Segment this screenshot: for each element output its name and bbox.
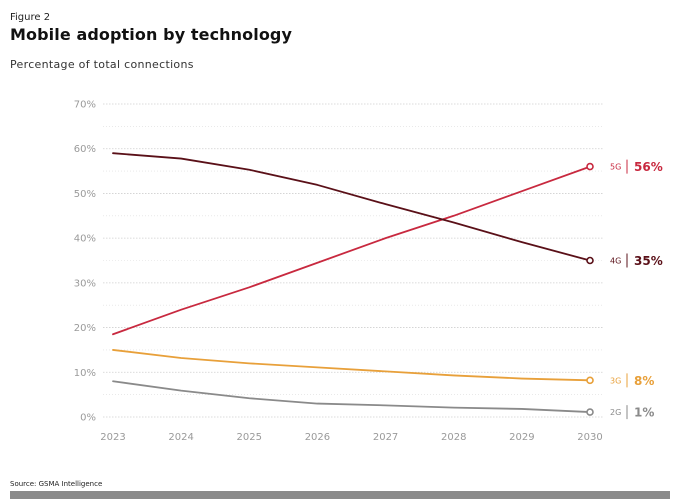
- x-tick-label: 2028: [441, 432, 466, 443]
- end-marker-2g: [586, 408, 594, 416]
- line-chart: 0% 10% 20% 30% 40% 50% 60% 70% 2023 2024 2025 2026 2…: [74, 100, 663, 444]
- x-tick-label: 2030: [577, 432, 602, 443]
- series-line-4g: [112, 152, 591, 262]
- end-marker-5g: [586, 162, 594, 171]
- chart-subtitle: Percentage of total connections: [10, 58, 194, 71]
- x-tick-label: 2029: [509, 432, 534, 443]
- end-marker-4g: [586, 256, 594, 265]
- x-tick-label: 2024: [168, 432, 193, 443]
- series-label-5g: 5G: [610, 163, 621, 172]
- end-value-3g: 8%: [634, 374, 654, 388]
- series-label-3g: 3G: [610, 376, 621, 385]
- series-line-2g: [112, 380, 591, 413]
- figure-label: Figure 2: [10, 12, 51, 23]
- source-note: Source: GSMA Intelligence: [10, 480, 103, 488]
- y-tick-label: 70%: [74, 100, 96, 111]
- end-value-5g: 56%: [634, 160, 663, 174]
- series-label-2g: 2G: [610, 408, 621, 417]
- x-tick-label: 2023: [100, 432, 125, 443]
- y-tick-label: 20%: [74, 323, 96, 334]
- x-tick-label: 2025: [237, 432, 262, 443]
- y-tick-label: 60%: [74, 144, 96, 155]
- end-marker-3g: [586, 376, 594, 385]
- x-tick-label: 2026: [305, 432, 330, 443]
- end-value-4g: 35%: [634, 254, 663, 268]
- y-tick-label: 50%: [74, 189, 96, 200]
- y-tick-label: 30%: [74, 278, 96, 289]
- series-line-5g: [112, 165, 591, 336]
- y-tick-label: 40%: [74, 234, 96, 245]
- y-tick-label: 10%: [74, 368, 96, 379]
- end-value-2g: 1%: [634, 406, 654, 420]
- y-tick-label: 0%: [80, 413, 96, 424]
- series-label-4g: 4G: [610, 257, 621, 266]
- chart-title: Mobile adoption by technology: [10, 25, 293, 44]
- x-tick-label: 2027: [373, 432, 398, 443]
- bottom-bar: [10, 491, 670, 499]
- series-line-3g: [112, 349, 591, 382]
